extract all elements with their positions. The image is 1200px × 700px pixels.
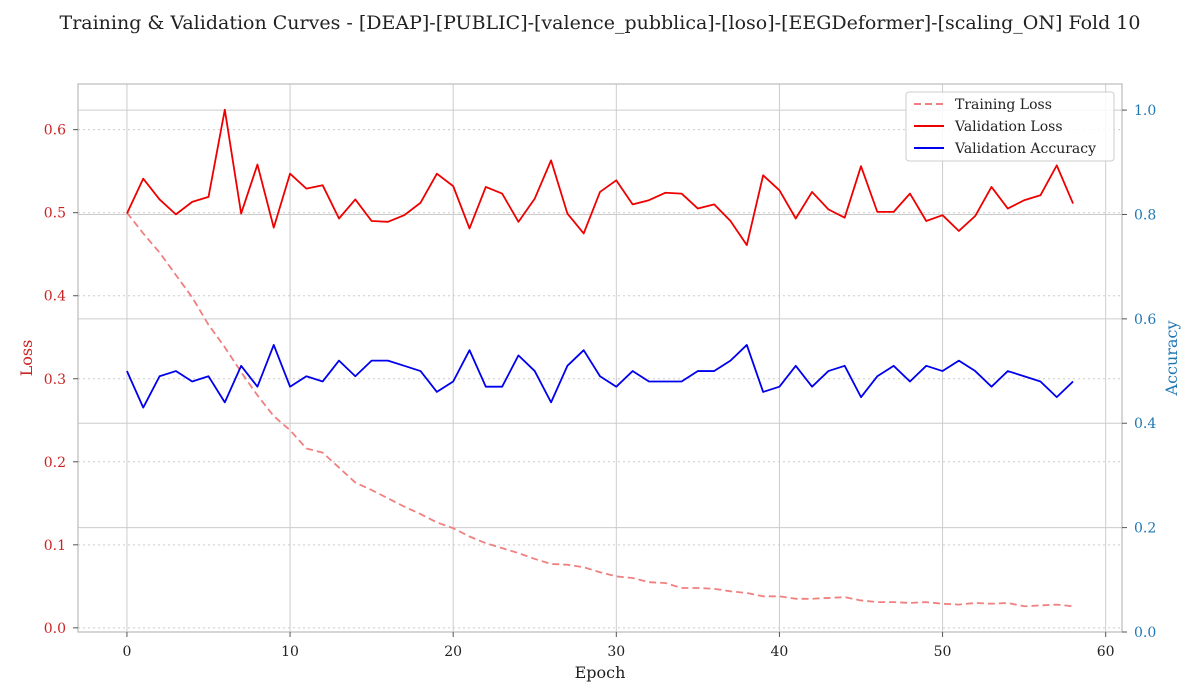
loss-axis-ticks: 0.0 0.1 0.2 0.3 0.4 0.5 0.6: [44, 123, 78, 637]
loss-tick-label: 0.4: [44, 289, 66, 305]
x-tick-label: 10: [281, 644, 299, 660]
loss-tick-label: 0.1: [44, 538, 66, 554]
series-lines: [126, 108, 1074, 608]
chart-title: Training & Validation Curves - [DEAP]-[P…: [60, 12, 1141, 34]
x-tick-label: 60: [1097, 644, 1115, 660]
accuracy-tick-label: 0.6: [1134, 312, 1156, 328]
x-tick-label: 0: [122, 644, 131, 660]
x-tick-label: 50: [934, 644, 952, 660]
loss-tick-label: 0.3: [44, 372, 66, 388]
plot-area-frame: [77, 83, 1123, 633]
accuracy-tick-label: 0.8: [1134, 207, 1156, 223]
x-axis-label: Epoch: [575, 663, 626, 682]
legend-entry-training-loss: Training Loss: [914, 97, 1052, 113]
epoch-axis-ticks: 0 10 20 30 40 50 60: [122, 632, 1115, 660]
accuracy-tick-label: 0.4: [1134, 416, 1156, 432]
legend-box: [905, 91, 1115, 162]
legend-label: Validation Accuracy: [954, 141, 1096, 157]
x-tick-label: 40: [771, 644, 789, 660]
validation-accuracy-line: [126, 344, 1074, 409]
accuracy-axis-ticks: 0.0 0.2 0.4 0.6 0.8 1.0: [1122, 103, 1156, 641]
y-axis-right-label: Accuracy: [1162, 321, 1181, 397]
legend-label: Validation Loss: [954, 119, 1063, 135]
loss-tick-label: 0.5: [44, 206, 66, 222]
x-tick-label: 30: [607, 644, 625, 660]
legend-entry-validation-loss: Validation Loss: [914, 119, 1063, 135]
x-tick-label: 20: [444, 644, 462, 660]
loss-tick-label: 0.0: [44, 621, 66, 637]
legend: Training Loss Validation Loss Validation A…: [905, 91, 1115, 162]
loss-tick-label: 0.2: [44, 455, 66, 471]
validation-loss-line: [126, 108, 1074, 246]
accuracy-tick-label: 0.0: [1134, 625, 1156, 641]
accuracy-tick-label: 1.0: [1134, 103, 1156, 119]
legend-entry-validation-accuracy: Validation Accuracy: [914, 141, 1096, 157]
y-axis-left-label: Loss: [17, 340, 36, 377]
legend-label: Training Loss: [955, 97, 1052, 113]
accuracy-tick-label: 0.2: [1134, 521, 1156, 537]
grid: [78, 84, 1122, 633]
loss-tick-label: 0.6: [44, 123, 66, 139]
training-loss-line: [126, 212, 1074, 608]
